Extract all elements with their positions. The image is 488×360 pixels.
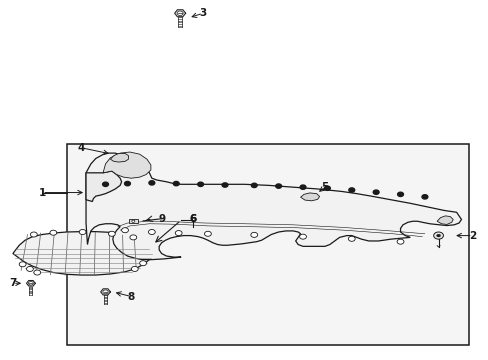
Circle shape [173,181,179,186]
Circle shape [131,266,138,271]
Circle shape [324,186,330,190]
Text: 6: 6 [189,215,197,224]
Text: 9: 9 [158,214,165,224]
Circle shape [102,290,108,294]
Text: 7: 7 [9,278,17,288]
Polygon shape [26,280,35,286]
Polygon shape [110,153,128,162]
Circle shape [396,239,403,244]
Circle shape [132,220,135,222]
Circle shape [26,266,33,271]
Circle shape [222,183,227,187]
Circle shape [250,232,257,237]
Circle shape [300,185,305,189]
Circle shape [421,195,427,199]
Circle shape [347,236,354,241]
Polygon shape [300,193,319,201]
Polygon shape [13,231,153,275]
Polygon shape [86,171,122,202]
Circle shape [79,229,86,234]
Bar [66,144,468,345]
Text: 4: 4 [77,143,84,153]
Circle shape [175,230,182,235]
Polygon shape [436,216,452,225]
Circle shape [275,184,281,188]
Text: 8: 8 [127,292,135,302]
Polygon shape [174,10,185,17]
Circle shape [177,11,183,15]
Circle shape [436,234,440,237]
Text: 2: 2 [468,231,475,240]
Circle shape [299,234,306,239]
Circle shape [122,228,128,233]
Circle shape [34,270,41,275]
Circle shape [149,181,155,185]
Circle shape [197,182,203,186]
Text: 3: 3 [199,8,206,18]
Circle shape [140,261,146,266]
Circle shape [148,229,155,234]
Circle shape [50,230,57,235]
Polygon shape [101,289,110,295]
Text: 5: 5 [321,182,328,192]
Circle shape [397,192,403,197]
Circle shape [108,231,115,236]
Circle shape [28,282,33,285]
Polygon shape [103,152,151,178]
Circle shape [348,188,354,192]
Circle shape [372,190,378,194]
Text: 6: 6 [189,215,197,224]
Circle shape [204,231,211,236]
Circle shape [130,235,137,240]
Polygon shape [86,153,461,260]
Circle shape [30,232,37,237]
Circle shape [102,182,108,186]
Circle shape [124,181,130,186]
Circle shape [251,183,257,188]
Text: 1: 1 [39,188,46,198]
Circle shape [433,232,443,239]
Bar [129,219,138,223]
Circle shape [19,262,26,267]
